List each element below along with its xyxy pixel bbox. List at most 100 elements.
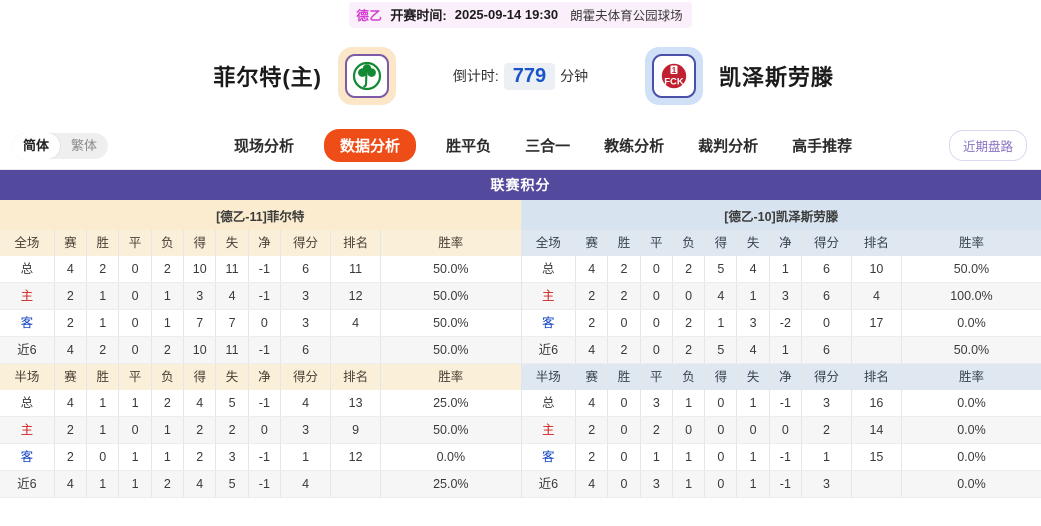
cell-win-rate: 50.0% <box>380 282 521 310</box>
cell-rank: 14 <box>851 416 902 444</box>
cell-goals-for: 0 <box>704 390 738 417</box>
tab-expert-picks[interactable]: 高手推荐 <box>792 138 853 155</box>
col-goals-for: 得 <box>704 230 738 256</box>
cell-goals-against: 1 <box>736 443 770 471</box>
cell-lose: 0 <box>672 282 706 310</box>
table-row: 近6 4 1 1 2 4 5 -1 4 25.0% <box>0 470 521 498</box>
cell-lose: 2 <box>151 470 185 498</box>
cell-win-rate: 0.0% <box>901 416 1041 444</box>
cell-draw: 3 <box>640 390 673 417</box>
tab-coach-analysis[interactable]: 教练分析 <box>604 138 665 155</box>
table-row: 近6 4 2 0 2 10 11 -1 6 50.0% <box>0 336 521 364</box>
away-team-block[interactable]: 1 FCK 凯泽斯劳滕 <box>627 47 1027 105</box>
cell-goals-against: 4 <box>215 282 249 310</box>
cell-goal-diff: -1 <box>248 256 282 283</box>
tab-three-in-one[interactable]: 三合一 <box>525 138 571 155</box>
cell-goals-against: 4 <box>736 336 770 364</box>
main-nav-bar: 简体 繁体 现场分析 数据分析 胜平负 三合一 教练分析 裁判分析 高手推荐 近… <box>0 122 1041 170</box>
venue-name: 朗霍夫体育公园球场 <box>570 9 683 23</box>
table-header-row: 半场 赛 胜 平 负 得 失 净 得分 排名 胜率 <box>521 364 1041 390</box>
cell-goals-against: 3 <box>215 443 249 471</box>
cell-draw: 0 <box>640 282 673 310</box>
cell-rank: 4 <box>330 309 382 337</box>
away-standings-caption: [德乙-10]凯泽斯劳滕 <box>521 200 1041 230</box>
countdown-unit: 分钟 <box>560 68 589 84</box>
cell-played: 4 <box>575 336 609 364</box>
cell-win-rate: 25.0% <box>380 390 521 417</box>
row-scope: 近6 <box>0 336 55 364</box>
row-scope: 总 <box>521 390 577 417</box>
cell-goals-against: 11 <box>215 336 249 364</box>
row-scope: 近6 <box>0 470 55 498</box>
cell-win-rate: 50.0% <box>901 256 1041 283</box>
col-points: 得分 <box>801 364 852 390</box>
cell-points: 2 <box>801 416 852 444</box>
recent-odds-button[interactable]: 近期盘路 <box>948 130 1027 161</box>
svg-text:1: 1 <box>672 66 677 75</box>
cell-goals-for: 4 <box>704 282 738 310</box>
cell-win: 0 <box>607 416 641 444</box>
cell-win: 0 <box>607 443 641 471</box>
col-draw: 平 <box>118 364 152 390</box>
cell-win: 2 <box>86 336 120 364</box>
tab-win-draw-lose[interactable]: 胜平负 <box>446 138 492 155</box>
table-row: 主 2 2 0 0 4 1 3 6 4 100.0% <box>521 282 1041 310</box>
col-lose: 负 <box>672 230 706 256</box>
cell-played: 4 <box>575 470 609 498</box>
cell-lose: 2 <box>672 256 706 283</box>
cell-played: 4 <box>54 470 88 498</box>
home-full-time-table: 全场 赛 胜 平 负 得 失 净 得分 排名 胜率 总 4 2 0 2 1 <box>0 230 521 364</box>
col-goal-diff: 净 <box>248 364 282 390</box>
cell-played: 2 <box>54 309 88 337</box>
cell-draw: 0 <box>118 282 152 310</box>
cell-rank <box>330 336 382 364</box>
cell-goal-diff: 0 <box>248 416 282 444</box>
cell-win: 2 <box>607 336 641 364</box>
tab-live-analysis[interactable]: 现场分析 <box>234 138 295 155</box>
cell-win-rate: 0.0% <box>901 390 1041 417</box>
table-row: 主 2 1 0 1 3 4 -1 3 12 50.0% <box>0 282 521 310</box>
cell-lose: 2 <box>672 336 706 364</box>
countdown-block: 倒计时: 779 分钟 <box>414 62 627 90</box>
col-win-rate: 胜率 <box>380 364 521 390</box>
cell-goals-for: 4 <box>183 470 217 498</box>
cell-goals-for: 2 <box>183 443 217 471</box>
col-rank: 排名 <box>851 230 902 256</box>
home-team-block[interactable]: 菲尔特(主) <box>14 47 414 105</box>
language-toggle[interactable]: 简体 繁体 <box>12 132 109 159</box>
tab-referee-analysis[interactable]: 裁判分析 <box>698 138 759 155</box>
cell-points: 6 <box>801 336 852 364</box>
kickoff-label: 开赛时间: <box>390 8 447 23</box>
cell-goals-for: 3 <box>183 282 217 310</box>
lang-simplified-option[interactable]: 简体 <box>12 132 61 159</box>
table-row: 总 4 0 3 1 0 1 -1 3 16 0.0% <box>521 390 1041 417</box>
table-row: 近6 4 0 3 1 0 1 -1 3 0.0% <box>521 470 1041 498</box>
tab-data-analysis[interactable]: 数据分析 <box>324 129 417 162</box>
table-row: 近6 4 2 0 2 5 4 1 6 50.0% <box>521 336 1041 364</box>
col-goal-diff: 净 <box>769 364 802 390</box>
col-goal-diff: 净 <box>769 230 802 256</box>
cell-lose: 1 <box>151 282 185 310</box>
cell-win: 0 <box>86 443 120 471</box>
cell-points: 4 <box>280 470 332 498</box>
row-scope: 主 <box>521 282 577 310</box>
col-scope: 半场 <box>521 364 577 390</box>
cell-draw: 2 <box>640 416 673 444</box>
home-team-name: 菲尔特(主) <box>213 65 322 90</box>
table-row: 总 4 1 1 2 4 5 -1 4 13 25.0% <box>0 390 521 417</box>
away-half-time-table: 半场 赛 胜 平 负 得 失 净 得分 排名 胜率 总 4 0 3 1 0 <box>521 364 1041 498</box>
cell-lose: 2 <box>151 256 185 283</box>
cell-goal-diff: 0 <box>248 309 282 337</box>
lang-traditional-option[interactable]: 繁体 <box>71 137 98 153</box>
cell-rank: 12 <box>330 443 382 471</box>
cell-win: 1 <box>86 416 120 444</box>
table-row: 客 2 0 1 1 2 3 -1 1 12 0.0% <box>0 443 521 471</box>
cell-goals-for: 0 <box>704 443 738 471</box>
match-meta-bar: 德乙 开赛时间: 2025-09-14 19:30 朗霍夫体育公园球场 <box>0 0 1041 30</box>
cell-goal-diff: -1 <box>248 336 282 364</box>
cell-win: 1 <box>86 470 120 498</box>
cell-played: 2 <box>575 309 609 337</box>
cell-win: 1 <box>86 309 120 337</box>
standings-tables: [德乙-11]菲尔特 全场 赛 胜 平 负 得 失 净 得分 排名 胜率 <box>0 200 1041 498</box>
cell-lose: 1 <box>672 470 706 498</box>
